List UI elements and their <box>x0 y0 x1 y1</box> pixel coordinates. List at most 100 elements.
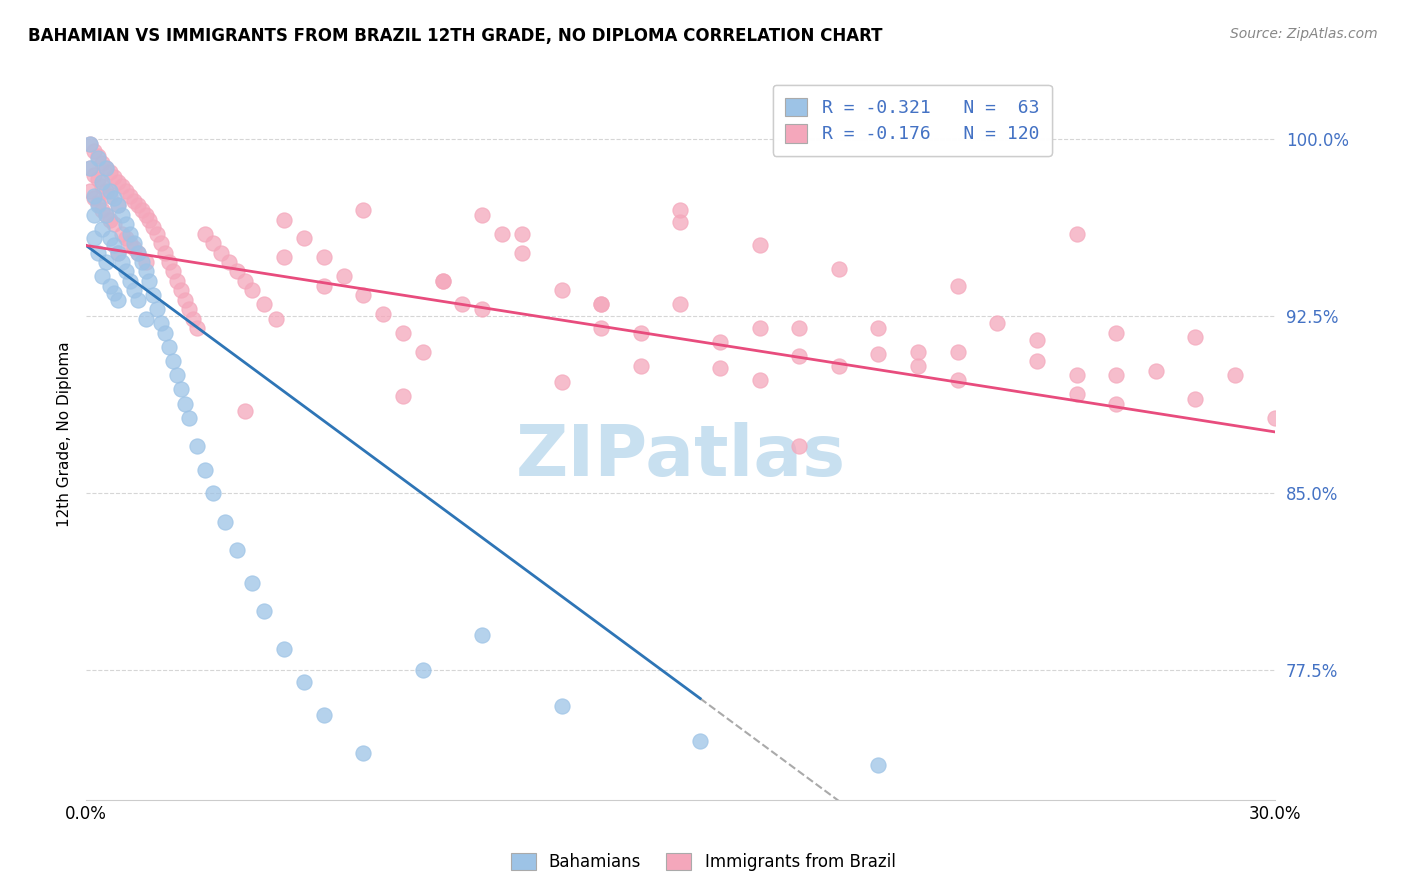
Point <box>94 208 117 222</box>
Point <box>94 161 117 175</box>
Text: Source: ZipAtlas.com: Source: ZipAtlas.com <box>1230 27 1378 41</box>
Point <box>90 203 112 218</box>
Point <box>669 297 692 311</box>
Point <box>868 321 890 335</box>
Point <box>83 208 105 222</box>
Point <box>709 335 731 350</box>
Point <box>79 136 101 151</box>
Point <box>907 344 929 359</box>
Point <box>312 708 335 723</box>
Point <box>90 179 112 194</box>
Point <box>1026 354 1049 368</box>
Point <box>312 250 335 264</box>
Point <box>118 236 141 251</box>
Point <box>103 285 125 300</box>
Point <box>122 283 145 297</box>
Point <box>550 698 572 713</box>
Point <box>1223 368 1246 383</box>
Point <box>432 274 454 288</box>
Point <box>87 151 110 165</box>
Point <box>392 389 415 403</box>
Point <box>98 212 121 227</box>
Point <box>292 675 315 690</box>
Point <box>107 293 129 307</box>
Point <box>94 255 117 269</box>
Point <box>242 283 264 297</box>
Point <box>1264 410 1286 425</box>
Point <box>83 231 105 245</box>
Point <box>510 245 533 260</box>
Point <box>127 198 149 212</box>
Text: BAHAMIAN VS IMMIGRANTS FROM BRAZIL 12TH GRADE, NO DIPLOMA CORRELATION CHART: BAHAMIAN VS IMMIGRANTS FROM BRAZIL 12TH … <box>28 27 883 45</box>
Point <box>787 350 810 364</box>
Point <box>155 326 177 340</box>
Point <box>111 179 134 194</box>
Point <box>83 168 105 182</box>
Point <box>90 175 112 189</box>
Point <box>392 326 415 340</box>
Legend: R = -0.321   N =  63, R = -0.176   N = 120: R = -0.321 N = 63, R = -0.176 N = 120 <box>773 85 1052 156</box>
Point <box>94 184 117 198</box>
Point <box>155 245 177 260</box>
Point <box>90 156 112 170</box>
Point <box>79 161 101 175</box>
Point <box>273 212 295 227</box>
Point <box>146 302 169 317</box>
Point <box>114 184 136 198</box>
Point <box>669 215 692 229</box>
Point <box>471 628 494 642</box>
Point <box>828 359 851 373</box>
Point <box>218 255 240 269</box>
Point <box>186 321 208 335</box>
Point <box>181 311 204 326</box>
Point <box>253 297 276 311</box>
Point <box>98 184 121 198</box>
Point <box>122 241 145 255</box>
Point <box>79 136 101 151</box>
Point <box>118 227 141 241</box>
Point <box>114 217 136 231</box>
Point <box>83 189 105 203</box>
Point <box>177 302 200 317</box>
Point <box>142 288 165 302</box>
Point <box>1066 387 1088 401</box>
Point <box>174 396 197 410</box>
Point <box>233 403 256 417</box>
Point <box>1105 326 1128 340</box>
Point <box>79 161 101 175</box>
Point <box>194 227 217 241</box>
Point <box>986 316 1008 330</box>
Point <box>412 344 434 359</box>
Point <box>174 293 197 307</box>
Point <box>273 250 295 264</box>
Point <box>709 361 731 376</box>
Point <box>233 274 256 288</box>
Point <box>111 255 134 269</box>
Point <box>83 144 105 158</box>
Point <box>591 297 613 311</box>
Point <box>118 274 141 288</box>
Point <box>157 255 180 269</box>
Point <box>471 302 494 317</box>
Text: ZIPatlas: ZIPatlas <box>516 422 845 491</box>
Point <box>332 269 354 284</box>
Point <box>292 231 315 245</box>
Point <box>748 238 770 252</box>
Point <box>79 184 101 198</box>
Point <box>1184 330 1206 344</box>
Point <box>94 161 117 175</box>
Point <box>87 198 110 212</box>
Point <box>111 208 134 222</box>
Point <box>127 293 149 307</box>
Point <box>103 191 125 205</box>
Point <box>107 175 129 189</box>
Point <box>946 278 969 293</box>
Point <box>122 194 145 208</box>
Point <box>352 203 374 218</box>
Point <box>111 227 134 241</box>
Point <box>103 169 125 184</box>
Legend: Bahamians, Immigrants from Brazil: Bahamians, Immigrants from Brazil <box>502 845 904 880</box>
Point <box>138 274 160 288</box>
Point <box>253 604 276 618</box>
Point <box>107 245 129 260</box>
